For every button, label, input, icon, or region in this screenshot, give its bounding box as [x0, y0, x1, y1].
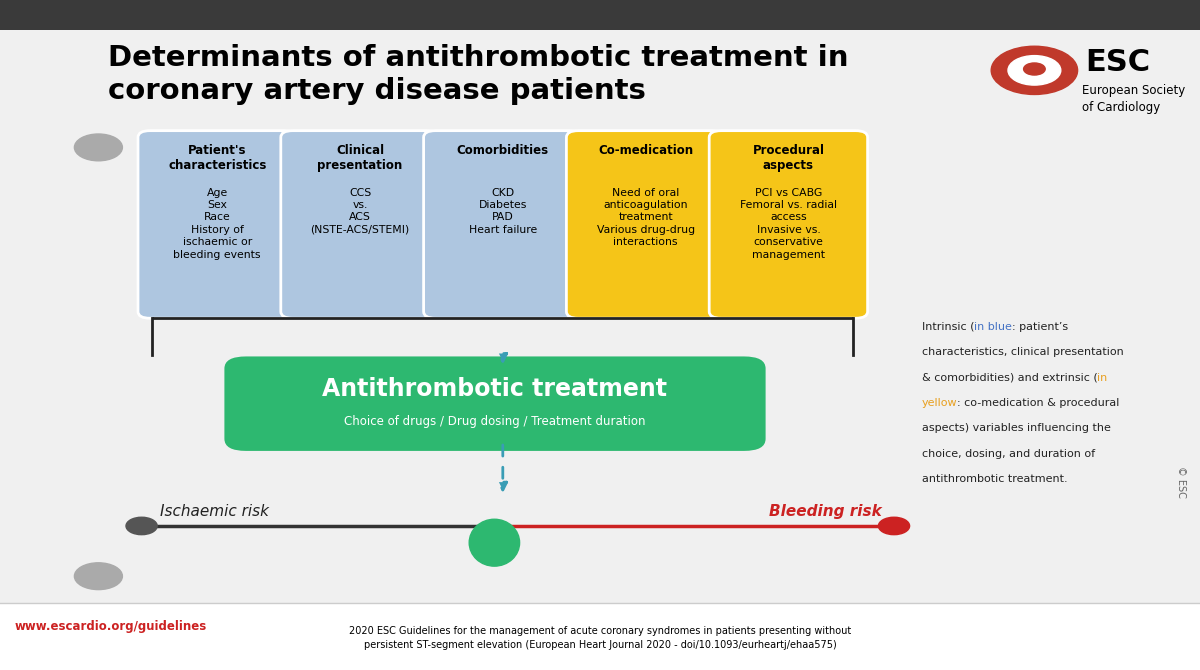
- Circle shape: [878, 517, 910, 535]
- Text: Determinants of antithrombotic treatment in
coronary artery disease patients: Determinants of antithrombotic treatment…: [108, 44, 848, 105]
- Text: 2020 ESC Guidelines for the management of acute coronary syndromes in patients p: 2020 ESC Guidelines for the management o…: [349, 626, 851, 650]
- Text: : co-medication & procedural: : co-medication & procedural: [958, 398, 1120, 408]
- Text: Comorbidities: Comorbidities: [457, 144, 548, 157]
- Text: Bleeding risk: Bleeding risk: [769, 505, 882, 519]
- Bar: [0, 0, 1200, 30]
- Circle shape: [126, 517, 157, 535]
- Text: Choice of drugs / Drug dosing / Treatment duration: Choice of drugs / Drug dosing / Treatmen…: [344, 415, 646, 428]
- Text: Clinical
presentation: Clinical presentation: [317, 144, 403, 172]
- Ellipse shape: [469, 519, 520, 566]
- Circle shape: [1024, 63, 1045, 75]
- Bar: [0, 603, 1200, 670]
- Text: aspects) variables influencing the: aspects) variables influencing the: [922, 423, 1110, 433]
- Text: Procedural
aspects: Procedural aspects: [752, 144, 824, 172]
- Text: Intrinsic (: Intrinsic (: [922, 322, 974, 332]
- FancyBboxPatch shape: [281, 131, 439, 318]
- Text: in blue: in blue: [974, 322, 1012, 332]
- Text: characteristics, clinical presentation: characteristics, clinical presentation: [922, 347, 1123, 357]
- Text: Age
Sex
Race
History of
ischaemic or
bleeding events: Age Sex Race History of ischaemic or ble…: [174, 188, 260, 259]
- Text: Ischaemic risk: Ischaemic risk: [160, 505, 269, 519]
- Text: CCS
vs.
ACS
(NSTE-ACS/STEMI): CCS vs. ACS (NSTE-ACS/STEMI): [311, 188, 409, 234]
- Text: ESC: ESC: [1085, 48, 1150, 77]
- Text: www.escardio.org/guidelines: www.escardio.org/guidelines: [14, 620, 206, 633]
- Text: © ESC: © ESC: [1176, 466, 1186, 498]
- Circle shape: [991, 46, 1078, 94]
- Text: in: in: [1097, 373, 1108, 383]
- Circle shape: [74, 563, 122, 590]
- Text: : patient’s: : patient’s: [1012, 322, 1068, 332]
- FancyBboxPatch shape: [138, 131, 296, 318]
- FancyBboxPatch shape: [424, 131, 582, 318]
- Text: antithrombotic treatment.: antithrombotic treatment.: [922, 474, 1067, 484]
- FancyBboxPatch shape: [709, 131, 868, 318]
- Circle shape: [1008, 56, 1061, 85]
- Text: European Society
of Cardiology: European Society of Cardiology: [1082, 84, 1186, 114]
- Text: yellow: yellow: [922, 398, 958, 408]
- Text: PCI vs CABG
Femoral vs. radial
access
Invasive vs.
conservative
management: PCI vs CABG Femoral vs. radial access In…: [740, 188, 836, 259]
- FancyBboxPatch shape: [224, 356, 766, 451]
- Text: Need of oral
anticoagulation
treatment
Various drug-drug
interactions: Need of oral anticoagulation treatment V…: [596, 188, 695, 247]
- Text: Co-medication: Co-medication: [598, 144, 694, 157]
- Text: CKD
Diabetes
PAD
Heart failure: CKD Diabetes PAD Heart failure: [469, 188, 536, 234]
- Text: choice, dosing, and duration of: choice, dosing, and duration of: [922, 449, 1094, 459]
- Text: & comorbidities) and extrinsic (: & comorbidities) and extrinsic (: [922, 373, 1097, 383]
- Text: Antithrombotic treatment: Antithrombotic treatment: [323, 377, 667, 401]
- Circle shape: [74, 134, 122, 161]
- Text: Patient's
characteristics: Patient's characteristics: [168, 144, 266, 172]
- FancyBboxPatch shape: [566, 131, 725, 318]
